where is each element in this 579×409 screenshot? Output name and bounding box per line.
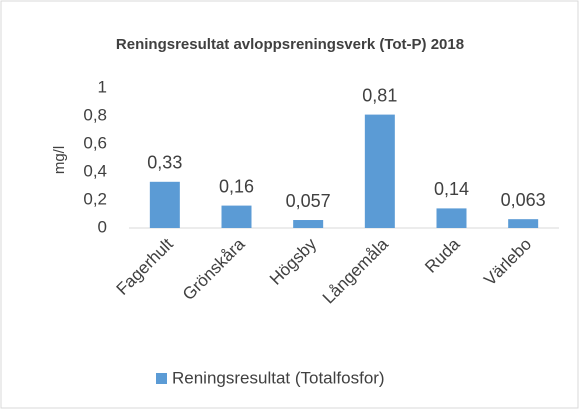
legend-label: Reningsresultat (Totalfosfor) — [172, 368, 385, 387]
y-tick-label: 1 — [98, 77, 107, 96]
bar — [149, 181, 180, 228]
y-tick-label: 0,2 — [83, 189, 107, 208]
bar — [364, 114, 395, 228]
data-label: 0,14 — [434, 179, 469, 199]
data-label: 0,063 — [501, 190, 546, 210]
data-label: 0,057 — [286, 191, 331, 211]
bar — [293, 220, 324, 228]
legend-swatch — [156, 373, 167, 384]
y-tick-label: 0,4 — [83, 161, 107, 180]
bar — [436, 208, 467, 228]
y-axis-label: mg/l — [51, 146, 68, 174]
data-label: 0,81 — [362, 85, 397, 105]
data-label: 0,33 — [147, 153, 182, 173]
bar — [508, 219, 539, 228]
y-tick-label: 0,8 — [83, 105, 107, 124]
data-label: 0,16 — [219, 176, 254, 196]
y-tick-label: 0,6 — [83, 133, 107, 152]
y-tick-label: 0 — [98, 217, 107, 236]
bar — [221, 205, 252, 228]
chart-title: Reningsresultat avloppsreningsverk (Tot-… — [116, 36, 464, 53]
